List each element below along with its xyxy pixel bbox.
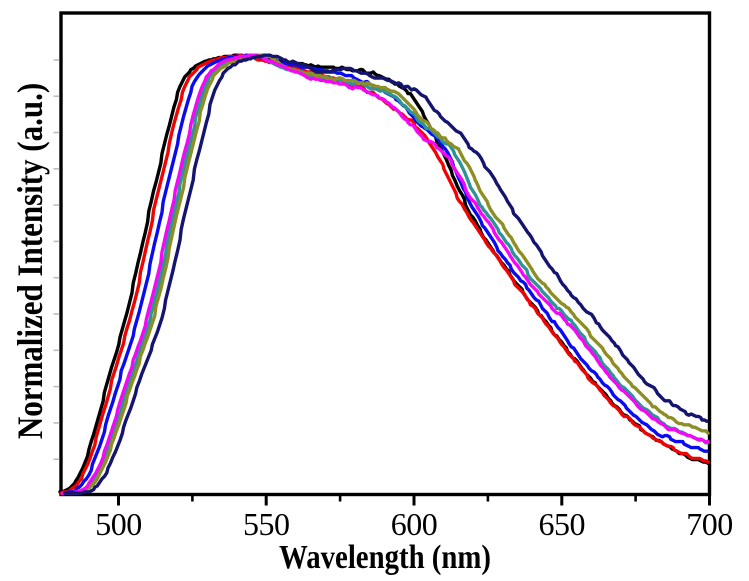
svg-text:Normalized Intensity (a.u.): Normalized Intensity (a.u.) (11, 83, 50, 439)
svg-text:700: 700 (686, 506, 733, 542)
svg-text:650: 650 (539, 506, 586, 542)
svg-text:Wavelength (nm): Wavelength (nm) (279, 538, 491, 576)
svg-text:500: 500 (95, 506, 142, 542)
svg-text:550: 550 (243, 506, 290, 542)
svg-text:600: 600 (391, 506, 438, 542)
